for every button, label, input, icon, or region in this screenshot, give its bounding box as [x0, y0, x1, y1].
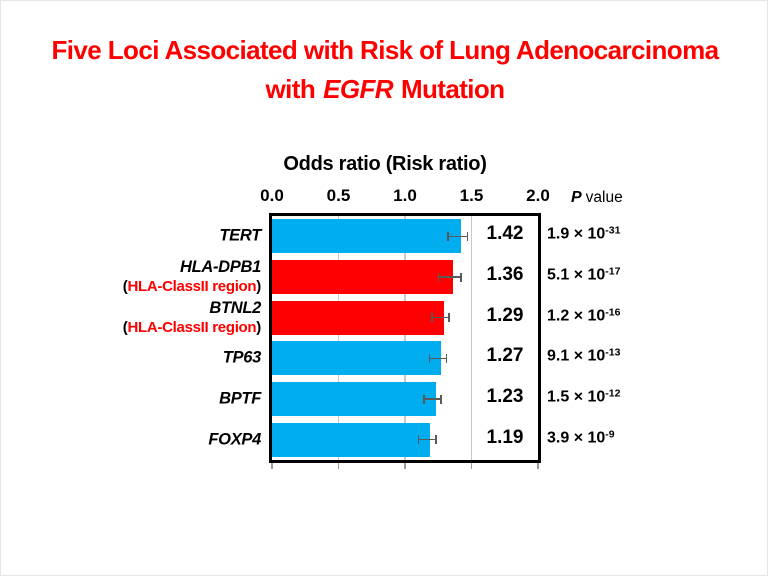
- paren-close: ): [256, 318, 261, 336]
- error-bar: [423, 394, 442, 404]
- or-bar: [272, 382, 436, 416]
- p-value-label: 3.9 × 10-9: [547, 428, 615, 447]
- region-label-text: HLA-ClassII region: [127, 318, 257, 336]
- or-bar: [272, 260, 453, 294]
- x-axis-tick-label: 1.5: [459, 186, 484, 205]
- error-bar: [428, 353, 448, 363]
- error-bar: [417, 435, 437, 445]
- row-label: TP63: [222, 348, 262, 368]
- or-value-label: 1.36: [486, 264, 524, 285]
- x-axis-tick-label: 0.5: [326, 186, 351, 205]
- error-bar-line: [417, 438, 437, 441]
- gene-name-label: BPTF: [219, 389, 261, 408]
- p-value-exponent: -17: [605, 265, 621, 278]
- p-value-exponent: -13: [605, 346, 621, 359]
- row-label: BTNL2 (HLA-ClassII region): [123, 298, 262, 337]
- x-axis-tick-mark: [404, 463, 406, 469]
- x-axis-tick-label: 2.0: [526, 186, 550, 205]
- gridline: [404, 216, 406, 460]
- error-bar: [437, 272, 462, 282]
- x-axis-tick-label: 1.0: [393, 186, 417, 205]
- x-axis-tick-mark: [537, 463, 539, 469]
- plot-area: [269, 213, 541, 463]
- p-value-exponent: -12: [605, 387, 621, 400]
- p-value-label: 1.2 × 10-16: [547, 306, 621, 325]
- gene-name-label: TP63: [222, 348, 262, 367]
- row-label: TERT: [219, 227, 261, 246]
- region-label: (HLA-ClassII region): [123, 318, 261, 337]
- x-axis-tick-label: 0.0: [260, 186, 284, 205]
- p-value-label: 1.5 × 10-12: [547, 387, 621, 406]
- gridline: [337, 216, 340, 460]
- gene-name-label: TERT: [219, 226, 261, 245]
- error-bar-line: [423, 398, 442, 400]
- p-value-exponent: -9: [605, 428, 615, 441]
- or-bar: [272, 422, 431, 457]
- gene-name-label: FOXP4: [208, 430, 261, 449]
- or-value-label: 1.27: [486, 345, 524, 367]
- or-bar: [272, 341, 441, 376]
- gene-name-label: BTNL2: [209, 298, 261, 317]
- error-bar-line: [437, 276, 462, 278]
- paren-close: ): [256, 278, 261, 295]
- title-line-2-prefix: with: [265, 74, 316, 104]
- gridline: [470, 216, 473, 460]
- row-label: HLA-DPB1 (HLA-ClassII region): [123, 258, 262, 296]
- row-label: FOXP4: [208, 430, 261, 449]
- title-line-2: with EGFR Mutation: [1, 70, 767, 109]
- p-value-label: 5.1 × 10-17: [547, 265, 621, 284]
- error-bar: [447, 231, 469, 241]
- error-bar-line: [428, 357, 448, 360]
- title-line-2-suffix: Mutation: [400, 74, 505, 104]
- slide-title: Five Loci Associated with Risk of Lung A…: [1, 31, 767, 109]
- or-value-label: 1.29: [486, 304, 524, 326]
- or-bar: [272, 300, 444, 335]
- region-label: (HLA-ClassII region): [123, 277, 261, 296]
- x-axis-tick-mark: [337, 463, 340, 469]
- or-value-label: 1.42: [486, 223, 524, 245]
- error-bar-line: [431, 316, 450, 319]
- paren-open: (: [122, 278, 128, 295]
- error-bar-line: [447, 235, 469, 238]
- row-label: BPTF: [219, 390, 261, 409]
- p-header-value: value: [585, 189, 623, 206]
- x-axis-tick-mark: [470, 463, 473, 469]
- title-gene-egfr: EGFR: [323, 74, 393, 104]
- x-axis-tick-mark: [271, 463, 273, 469]
- error-bar: [431, 313, 450, 323]
- p-value-label: 1.9 × 10-31: [547, 224, 621, 243]
- or-bar: [272, 219, 461, 254]
- p-value-exponent: -31: [605, 224, 621, 237]
- p-value-exponent: -16: [605, 306, 621, 319]
- chart-heading: Odds ratio (Risk ratio): [283, 153, 487, 175]
- gene-name-label: HLA-DPB1: [179, 258, 261, 276]
- region-label-text: HLA-ClassII region: [127, 278, 257, 295]
- or-value-label: 1.23: [486, 386, 524, 407]
- p-value-label: 9.1 × 10-13: [547, 346, 621, 365]
- title-line-1: Five Loci Associated with Risk of Lung A…: [51, 35, 720, 65]
- p-header-p: P: [571, 189, 582, 206]
- paren-open: (: [122, 318, 128, 336]
- or-value-label: 1.19: [486, 426, 524, 448]
